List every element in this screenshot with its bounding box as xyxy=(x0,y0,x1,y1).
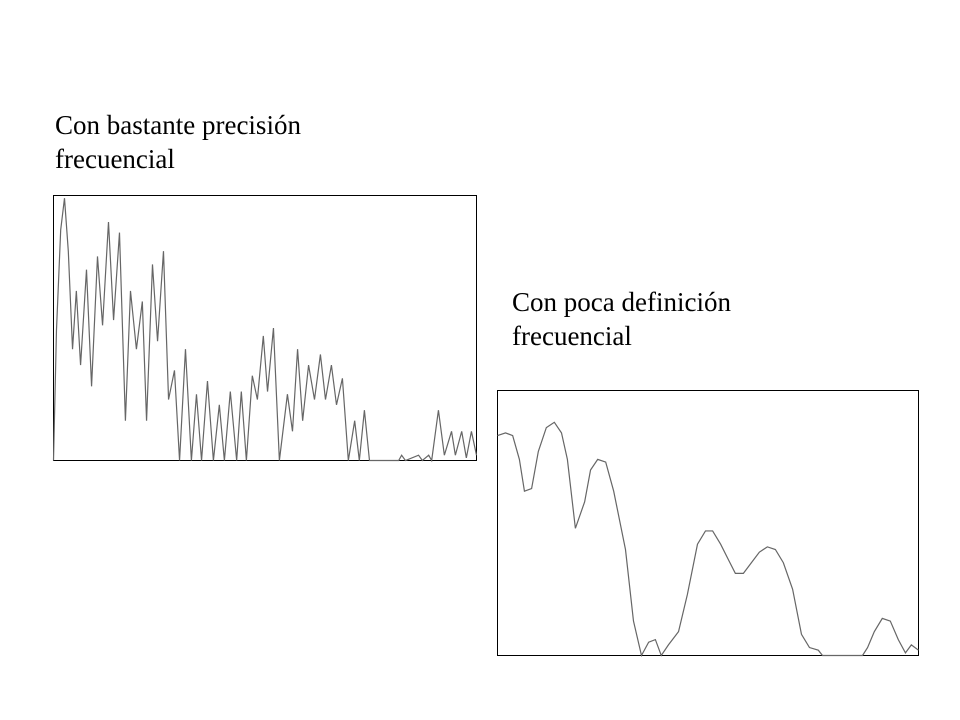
caption: Con poca definición frecuencial xyxy=(512,287,731,351)
spectrum-line xyxy=(52,198,478,463)
plot-frame xyxy=(497,390,919,656)
caption: Con bastante precisión frecuencial xyxy=(55,110,301,174)
plot-frame xyxy=(53,195,477,461)
chart xyxy=(52,195,478,463)
spectrum-line xyxy=(497,421,919,658)
chart xyxy=(497,390,919,658)
